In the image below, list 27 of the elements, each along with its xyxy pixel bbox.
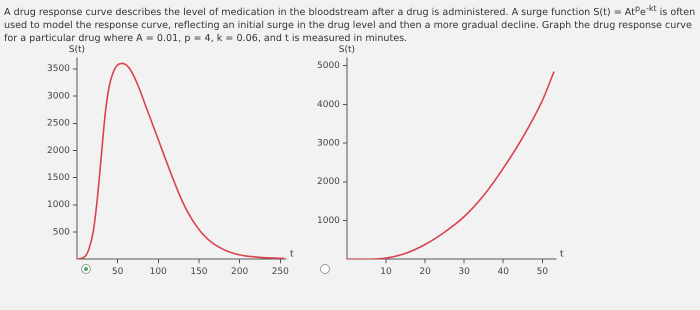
y-tick-label: 1000 [317,216,340,226]
x-tick-label: 100 [150,266,168,277]
x-tick-label: 250 [272,266,290,277]
x-tick-label: 20 [419,266,432,277]
x-tick-label: 50 [536,266,548,277]
y-tick-label: 3500 [47,64,70,74]
x-tick-label: 150 [190,266,208,277]
x-tick-label: 10 [380,266,392,277]
x-tick-label: 50 [112,266,124,277]
x-tick-label: 30 [458,266,470,277]
y-tick-label: 500 [52,227,70,238]
x-tick-label: 200 [231,266,248,277]
text: A drug response curve describes the level of medication in the bloodstream after a drug is administered. A surge function S(t) = At$^{p}$e$^{-kt}$ is often used to model the response curve, reflecting an initial surge in the drug level and then a more gradual decline. Graph the drug response curve for a particular drug where A = 0.01, p = 4, k = 0.06, and t is measured in minutes. [4,3,696,45]
y-tick-label: 1000 [47,200,70,210]
y-tick-label: 4000 [317,100,340,110]
y-tick-label: 5000 [317,61,340,72]
x-axis-title: t [290,250,294,260]
x-tick-label: 40 [498,266,510,277]
x-axis-title: t [560,250,564,260]
y-axis-title: S(t) [68,44,86,55]
y-tick-label: 2000 [317,177,340,188]
y-tick-label: 3000 [317,138,340,148]
y-tick-label: 2000 [47,146,70,156]
y-tick-label: 1500 [47,172,70,183]
y-tick-label: 3000 [47,91,70,102]
y-tick-label: 2500 [47,118,70,129]
y-axis-title: S(t) [338,44,356,55]
